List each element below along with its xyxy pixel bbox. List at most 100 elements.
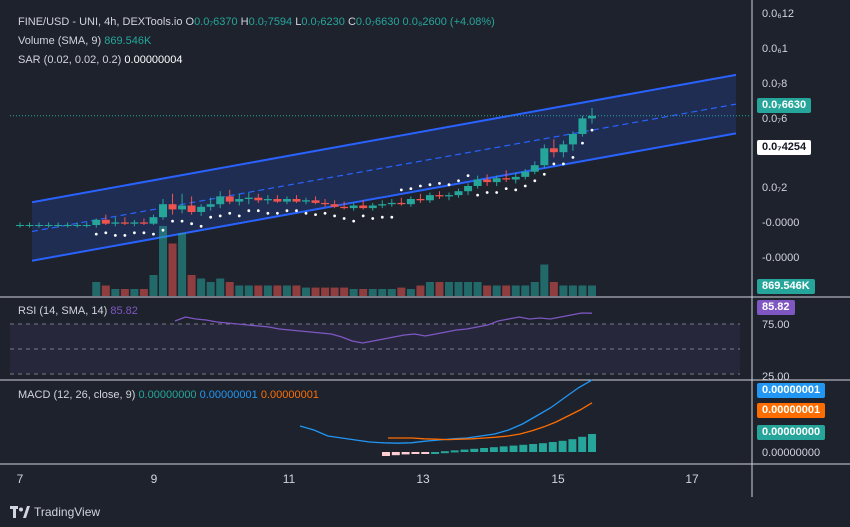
volume-label[interactable]: Volume (SMA, 9) (18, 35, 102, 47)
tradingview-logo[interactable]: TradingView (10, 505, 100, 519)
candle-body (397, 202, 406, 205)
candle-body (511, 176, 520, 180)
macd-histogram-bar (509, 445, 518, 452)
rsi-band (10, 324, 740, 374)
candle-body (425, 195, 434, 201)
price-tick-label: 0.0₇6 (762, 113, 787, 125)
candle-body (120, 222, 129, 224)
volume-bar (168, 243, 177, 296)
sar-dot (333, 214, 336, 218)
candle-body (588, 115, 596, 119)
sar-dot (209, 215, 213, 219)
sar-label[interactable]: SAR (0.02, 0.02, 0.2) (18, 54, 122, 66)
macd-histogram-bar (568, 439, 577, 452)
macd-signal-value: 0.00000001 (260, 389, 319, 401)
volume-bar (311, 287, 320, 296)
candle-body (292, 199, 301, 202)
sar-dot (104, 231, 108, 235)
volume-bar (302, 287, 310, 296)
sar-dot (295, 209, 298, 213)
footer-bar: TradingView (0, 497, 850, 527)
candle-body (578, 118, 587, 134)
volume-bar (540, 264, 549, 296)
candle-body (378, 204, 387, 206)
macd-line (299, 379, 593, 444)
price-badge: 0.0₇6630 (757, 98, 812, 113)
volume-legend: Volume (SMA, 9) 869.546K (18, 35, 151, 47)
channel-lower-line (31, 132, 737, 262)
sar-dot (438, 182, 441, 185)
candle-body (349, 205, 358, 209)
macd-histogram-bar (411, 452, 420, 454)
price-tick-label: 0.0₆1 (762, 43, 788, 55)
macd-histogram-bar (499, 446, 508, 452)
macd-label[interactable]: MACD (12, 26, close, 9) (18, 389, 136, 401)
macd-tick-label: 0.00000000 (762, 447, 820, 459)
sar-dot (113, 234, 117, 237)
sar-dot (133, 231, 136, 235)
symbol-title[interactable]: FINE/USD - UNI, 4h, DEXTools.io (18, 16, 183, 28)
candle-body (111, 222, 120, 224)
candle-body (445, 195, 453, 197)
volume-bar (521, 285, 530, 296)
volume-bar (159, 226, 167, 296)
sar-dot (171, 219, 174, 223)
price-tick-label: 0.0₇2 (762, 182, 787, 194)
candle-body (35, 225, 44, 226)
price-tick-label: -0.0000 (762, 252, 799, 264)
sar-dot (304, 211, 308, 215)
volume-bar (568, 285, 577, 296)
candle-body (282, 199, 291, 202)
high-label: H (240, 16, 249, 28)
volume-bar (206, 282, 215, 296)
candle-body (406, 199, 415, 205)
volume-bar (282, 285, 291, 296)
sar-dot (94, 232, 98, 236)
volume-bar (101, 285, 110, 296)
sar-dot (399, 188, 403, 192)
candle-body (159, 204, 167, 218)
volume-bar (511, 285, 520, 296)
sar-dot (476, 193, 479, 197)
sar-dot (419, 184, 422, 188)
volume-bar (397, 287, 406, 296)
macd-histogram-bar (391, 452, 400, 456)
candle-body (359, 205, 368, 209)
volume-bar (139, 289, 148, 296)
candle-body (311, 200, 320, 203)
macd-histogram-bar (558, 440, 567, 452)
candle-body (82, 225, 91, 226)
candle-body (197, 206, 206, 212)
volume-badge: 869.546K (757, 279, 815, 294)
macd-histogram-bar (519, 444, 528, 452)
candle-body (206, 204, 215, 207)
rsi-label[interactable]: RSI (14, SMA, 14) (18, 305, 108, 317)
macd-histogram-bar (450, 450, 459, 453)
macd-line-badge: 0.00000001 (757, 383, 826, 398)
brand-name: TradingView (34, 505, 101, 519)
sar-dot (247, 209, 251, 213)
macd-histogram-bar (440, 451, 449, 454)
sar-dot (457, 179, 460, 183)
candle-body (568, 134, 577, 145)
macd-histogram-bar (578, 436, 587, 452)
candle-body (263, 199, 272, 201)
candle-body (340, 206, 349, 209)
volume-bar (578, 285, 587, 296)
price-tick-label: 0.0₆12 (762, 8, 794, 20)
volume-bar (502, 285, 511, 296)
candle-body (130, 222, 139, 224)
low-value: 0.0₇6230 (301, 16, 345, 28)
sar-dot (523, 184, 527, 188)
macd-histogram-bar (431, 452, 440, 454)
candle-body (54, 225, 63, 226)
volume-bar (378, 289, 387, 296)
sar-dot (380, 215, 384, 219)
sar-dot (218, 214, 222, 218)
chart-canvas[interactable]: 0.0₆12 0.0₆1 0.0₇8 0.0₇6 0.0₇2 -0.0000 -0.0000… (0, 0, 850, 497)
volume-bar (254, 285, 263, 296)
candle-body (139, 222, 148, 224)
sar-dot (466, 174, 470, 178)
macd-histogram-bar (382, 452, 390, 456)
candle-body (16, 225, 24, 226)
